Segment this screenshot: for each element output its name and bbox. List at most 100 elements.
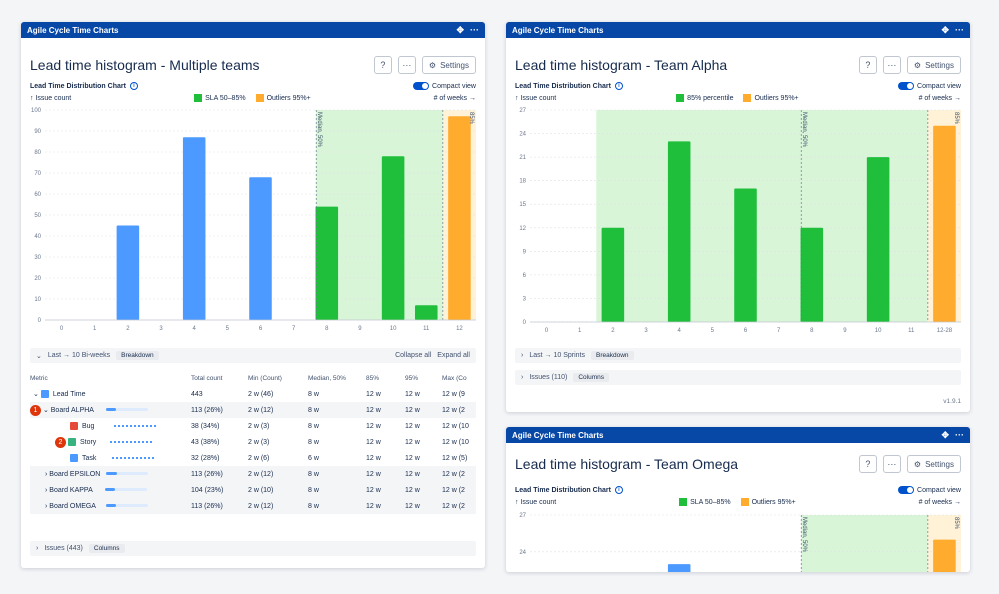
settings-button[interactable]: ⚙ Settings <box>906 455 961 473</box>
breakdown-button[interactable]: Breakdown <box>590 351 634 360</box>
chevron-right-icon[interactable]: › <box>36 545 39 552</box>
compact-view-toggle[interactable]: Compact view <box>413 82 476 90</box>
x-tick-label: 9 <box>358 326 362 332</box>
col-95[interactable]: 95% <box>405 374 419 382</box>
breakdown-button[interactable]: Breakdown <box>116 351 159 360</box>
col-median[interactable]: Median, 50% <box>308 374 346 382</box>
more-icon[interactable]: ··· <box>955 24 964 35</box>
table-row[interactable]: › Board EPSILON 113 (26%) 2 w (12) 8 w 1… <box>30 466 476 482</box>
table-row[interactable]: Task 32 (28%) 2 w (6) 6 w 12 w 12 w 12 w… <box>30 450 476 466</box>
cell-median: 8 w <box>308 422 319 430</box>
x-tick-label: 10 <box>875 328 882 334</box>
y-tick-label: 20 <box>34 276 41 282</box>
compact-label: Compact view <box>917 486 961 494</box>
x-tick-label: 5 <box>226 326 230 332</box>
col-85[interactable]: 85% <box>366 374 380 382</box>
legend-sla[interactable]: SLA 50–85% <box>194 94 246 102</box>
histogram-bar <box>866 157 890 322</box>
x-tick-label: 3 <box>644 328 648 334</box>
col-total[interactable]: Total count <box>191 374 223 382</box>
info-icon[interactable]: i <box>129 82 138 90</box>
table-row[interactable]: Bug 38 (34%) 2 w (3) 8 w 12 w 12 w 12 w … <box>30 418 476 434</box>
chevron-right-icon[interactable]: › <box>45 502 48 510</box>
info-icon[interactable]: i <box>614 82 623 90</box>
x-tick-label: 11 <box>908 328 915 334</box>
expand-all-button[interactable]: Expand all <box>437 352 470 359</box>
chevron-right-icon[interactable]: › <box>521 352 524 359</box>
issues-label[interactable]: Issues (110) <box>529 374 568 381</box>
histogram-bar <box>414 305 438 320</box>
issues-bar: › Issues (110) Columns <box>515 370 961 385</box>
chevron-down-icon[interactable]: ⌄ <box>33 390 39 398</box>
x-tick-label: 2 <box>126 326 130 332</box>
cell-median: 8 w <box>308 438 319 446</box>
col-max[interactable]: Max (Co <box>442 374 467 382</box>
more-icon[interactable]: ··· <box>470 24 479 35</box>
more-button[interactable]: ··· <box>397 56 416 74</box>
move-icon[interactable]: ✥ <box>941 24 949 35</box>
y-tick-label: 15 <box>519 202 526 208</box>
legend-outliers[interactable]: Outliers 95%+ <box>743 94 799 102</box>
legend-sla-label: SLA 50–85% <box>690 498 731 506</box>
col-metric[interactable]: Metric <box>30 374 48 382</box>
table-row[interactable]: 2 Story 43 (38%) 2 w (3) 8 w 12 w 12 w 1… <box>30 434 476 450</box>
cell-min: 2 w (12) <box>248 502 274 510</box>
chevron-down-icon[interactable]: ⌄ <box>36 352 42 360</box>
col-min[interactable]: Min (Count) <box>248 374 282 382</box>
table-row[interactable]: › Board KAPPA 104 (23%) 2 w (10) 8 w 12 … <box>30 482 476 498</box>
cell-max: 12 w (5) <box>442 454 468 462</box>
chevron-right-icon[interactable]: › <box>45 470 48 478</box>
histogram-bar <box>381 156 405 320</box>
x-tick-label: 12-28 <box>937 328 953 334</box>
period-label[interactable]: Last → 10 Sprints <box>529 352 585 359</box>
settings-button[interactable]: ⚙ Settings <box>421 56 476 74</box>
help-icon[interactable]: ? <box>373 56 392 74</box>
gear-icon: ⚙ <box>913 459 922 469</box>
help-icon[interactable]: ? <box>858 56 877 74</box>
cell-total: 32 (28%) <box>191 454 220 462</box>
x-tick-label: 8 <box>810 328 814 334</box>
compact-view-toggle[interactable]: Compact view <box>898 486 961 494</box>
table-row[interactable]: 1 ⌄ Board ALPHA 113 (26%) 2 w (12) 8 w 1… <box>30 402 476 418</box>
settings-label: Settings <box>440 60 469 70</box>
chart-label: Lead Time Distribution Chart <box>30 82 126 90</box>
help-icon[interactable]: ? <box>858 455 877 473</box>
issues-label[interactable]: Issues (443) <box>44 545 83 552</box>
columns-button[interactable]: Columns <box>573 373 609 382</box>
cell-max: 12 w (2 <box>442 406 465 414</box>
cell-median: 8 w <box>308 470 319 478</box>
share-bar <box>114 425 157 427</box>
legend-outliers[interactable]: Outliers 95%+ <box>255 94 311 102</box>
cell-min: 2 w (12) <box>248 470 274 478</box>
more-button[interactable]: ··· <box>882 455 901 473</box>
table-row[interactable]: › Board OMEGA 113 (26%) 2 w (12) 8 w 12 … <box>30 498 476 514</box>
compact-view-toggle[interactable]: Compact view <box>898 82 961 90</box>
cell-min: 2 w (12) <box>248 406 274 414</box>
row-name: Task <box>82 454 97 462</box>
y-tick-label: 40 <box>34 234 41 240</box>
y-tick-label: 60 <box>34 192 41 198</box>
chevron-right-icon[interactable]: › <box>521 374 524 381</box>
legend-sla[interactable]: SLA 50–85% <box>679 498 731 506</box>
settings-button[interactable]: ⚙ Settings <box>906 56 961 74</box>
period-label[interactable]: Last → 10 Bi-weeks <box>47 352 111 359</box>
histogram-bar <box>933 539 956 572</box>
more-icon[interactable]: ··· <box>955 429 964 440</box>
cell-85: 12 w <box>366 406 381 414</box>
collapse-all-button[interactable]: Collapse all <box>395 352 432 359</box>
table-row[interactable]: ⌄ Lead Time 443 2 w (46) 8 w 12 w 12 w 1… <box>30 386 476 402</box>
panel-header: Agile Cycle Time Charts ✥ ··· <box>21 22 485 38</box>
histogram-bar <box>182 137 206 320</box>
legend-85-percentile[interactable]: 85% percentile <box>676 94 733 102</box>
y-tick-label: 27 <box>519 108 526 114</box>
info-icon[interactable]: i <box>614 486 623 494</box>
more-button[interactable]: ··· <box>882 56 901 74</box>
legend-outliers[interactable]: Outliers 95%+ <box>740 498 796 506</box>
move-icon[interactable]: ✥ <box>941 429 949 440</box>
panel-team-omega: Agile Cycle Time Charts ✥ ··· Lead time h… <box>506 427 970 572</box>
cell-85: 12 w <box>366 390 381 398</box>
columns-button[interactable]: Columns <box>88 544 125 553</box>
legend-outliers-label: Outliers 95%+ <box>754 94 799 102</box>
chevron-right-icon[interactable]: › <box>45 486 48 494</box>
move-icon[interactable]: ✥ <box>456 24 464 35</box>
